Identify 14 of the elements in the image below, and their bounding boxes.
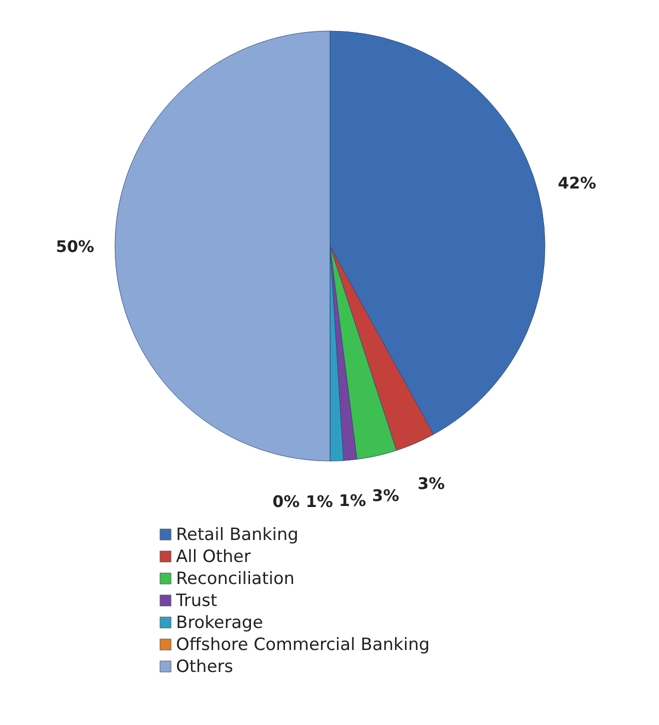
- legend-label: All Other: [176, 547, 251, 567]
- legend-label: Others: [176, 657, 234, 677]
- legend-label: Brokerage: [176, 613, 264, 633]
- legend-label: Trust: [175, 591, 218, 611]
- data-label: 42%: [558, 174, 596, 193]
- data-label: 50%: [56, 237, 94, 256]
- text: 0%: [272, 492, 300, 511]
- legend-label: Retail Banking: [176, 525, 298, 545]
- legend-label: Reconciliation: [176, 569, 295, 589]
- legend-label: Offshore Commercial Banking: [176, 635, 430, 655]
- data-label: 3%: [418, 474, 445, 493]
- data-label: 3%: [372, 486, 400, 505]
- data-label: 1%: [338, 490, 366, 510]
- data-label: 1%: [306, 492, 333, 511]
